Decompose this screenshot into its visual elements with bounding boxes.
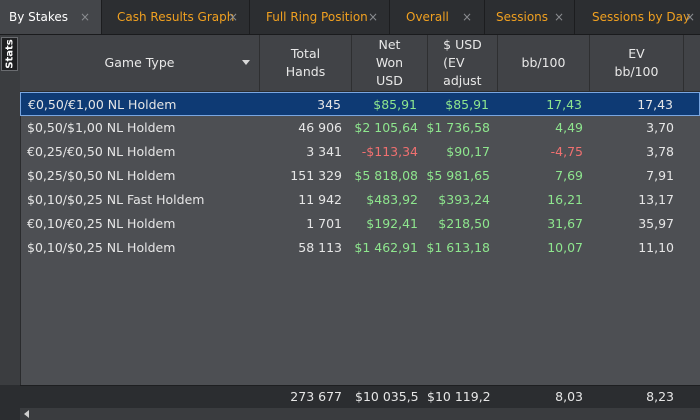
cell-ev-bb100: 35,97	[638, 216, 674, 231]
column-header-bb100[interactable]: bb/100	[498, 35, 590, 91]
column-header-game-type[interactable]: Game Type	[20, 35, 260, 91]
sort-arrow-icon[interactable]	[242, 60, 250, 65]
close-icon[interactable]: ×	[685, 10, 696, 24]
total-ev-bb100: 8,23	[646, 389, 674, 404]
tab-label: Overall	[406, 10, 449, 24]
tab-label: Full Ring Position	[266, 10, 368, 24]
cell-total-hands: 1 701	[306, 216, 342, 231]
column-header-ev-adjusted[interactable]: $ USD (EV adjust	[428, 35, 498, 91]
tab-label: Cash Results Graph	[117, 10, 235, 24]
cell-game-type: €0,50/€1,00 NL Holdem	[28, 97, 177, 112]
cell-net-won: $483,92	[366, 192, 418, 207]
cell-total-hands: 151 329	[290, 168, 342, 183]
table-row[interactable]: €0,50/€1,00 NL Holdem 345 $85,91 $85,91 17,4…	[20, 92, 700, 116]
cell-ev-bb100: 11,10	[638, 240, 674, 255]
cell-net-won: $5 818,08	[354, 168, 418, 183]
cell-total-hands: 3 341	[306, 144, 342, 159]
tab-sessions-by-day[interactable]: Sessions by Day ×	[583, 0, 700, 34]
cell-bb100: 7,69	[555, 168, 583, 183]
table-row[interactable]: €0,10/€0,25 NL Holdem 1 701 $192,41 $218,50…	[20, 212, 700, 236]
column-label: $ USD (EV adjust	[443, 37, 482, 88]
cell-net-won: -$113,34	[361, 144, 418, 159]
tab-cash-results-graph[interactable]: Cash Results Graph ×	[108, 0, 250, 34]
cell-net-won: $85,91	[373, 97, 417, 112]
tab-by-stakes[interactable]: By Stakes ×	[0, 0, 102, 34]
table-row[interactable]: $0,25/$0,50 NL Holdem 151 329 $5 818,08 $5 …	[20, 164, 700, 188]
cell-game-type: €0,25/€0,50 NL Holdem	[27, 144, 176, 159]
column-label: Net Won USD	[375, 37, 404, 88]
total-hands: 273 677	[290, 389, 342, 404]
table-body: €0,50/€1,00 NL Holdem 345 $85,91 $85,91 17,4…	[20, 92, 700, 260]
close-icon[interactable]: ×	[554, 10, 565, 24]
horizontal-scrollbar[interactable]	[20, 408, 700, 420]
cell-total-hands: 58 113	[298, 240, 342, 255]
table-row[interactable]: $0,10/$0,25 NL Fast Holdem 11 942 $483,92 $…	[20, 188, 700, 212]
cell-net-won: $1 462,91	[354, 240, 418, 255]
tab-overall[interactable]: Overall ×	[397, 0, 485, 34]
cell-ev-adjusted: $5 981,65	[426, 168, 490, 183]
column-header-ev-bb100[interactable]: EV bb/100	[590, 35, 684, 91]
cell-ev-bb100: 17,43	[637, 97, 673, 112]
total-ev-adjusted: $10 119,2	[427, 389, 491, 404]
cell-game-type: $0,10/$0,25 NL Fast Holdem	[27, 192, 205, 207]
cell-ev-bb100: 7,91	[646, 168, 674, 183]
cell-net-won: $192,41	[366, 216, 418, 231]
column-label: bb/100	[521, 55, 566, 70]
cell-ev-adjusted: $393,24	[438, 192, 490, 207]
tab-full-ring-position[interactable]: Full Ring Position ×	[257, 0, 390, 34]
total-net-won: $10 035,5	[355, 389, 419, 404]
tab-sessions[interactable]: Sessions ×	[487, 0, 575, 34]
column-header-net-won[interactable]: Net Won USD	[352, 35, 428, 91]
tab-label: Sessions	[496, 10, 549, 24]
column-label: Total Hands	[285, 46, 326, 79]
tab-label: By Stakes	[9, 10, 68, 24]
column-label: EV bb/100	[614, 46, 659, 79]
footer-corner	[0, 385, 20, 420]
cell-bb100: 31,67	[547, 216, 583, 231]
stats-sidebar: Stats	[0, 35, 21, 408]
cell-bb100: 16,21	[547, 192, 583, 207]
cell-bb100: 17,43	[546, 97, 582, 112]
close-icon[interactable]: ×	[462, 10, 473, 24]
cell-bb100: 10,07	[547, 240, 583, 255]
cell-bb100: -4,75	[550, 144, 583, 159]
table-header: Game Type Total Hands Net Won USD $ USD …	[20, 35, 700, 92]
close-icon[interactable]: ×	[228, 10, 239, 24]
tab-bar: By Stakes × Cash Results Graph × Full Ring…	[0, 0, 700, 35]
tab-label: Sessions by Day	[592, 10, 691, 24]
column-label: Game Type	[104, 55, 175, 70]
stats-label: Stats	[4, 39, 15, 69]
cell-ev-adjusted: $90,17	[446, 144, 490, 159]
cell-game-type: $0,25/$0,50 NL Holdem	[27, 168, 176, 183]
cell-game-type: $0,50/$1,00 NL Holdem	[27, 120, 176, 135]
cell-total-hands: 11 942	[298, 192, 342, 207]
cell-ev-bb100: 3,78	[646, 144, 674, 159]
cell-total-hands: 345	[317, 97, 341, 112]
cell-ev-bb100: 13,17	[638, 192, 674, 207]
cell-net-won: $2 105,64	[354, 120, 418, 135]
cell-ev-adjusted: $85,91	[445, 97, 489, 112]
cell-game-type: €0,10/€0,25 NL Holdem	[27, 216, 176, 231]
table-row[interactable]: $0,50/$1,00 NL Holdem 46 906 $2 105,64 $1 7…	[20, 116, 700, 140]
totals-row: 273 677 $10 035,5 $10 119,2 8,03 8,23	[20, 385, 700, 408]
stats-button[interactable]: Stats	[1, 37, 18, 71]
cell-total-hands: 46 906	[298, 120, 342, 135]
cell-game-type: $0,10/$0,25 NL Holdem	[27, 240, 176, 255]
cell-ev-adjusted: $1 613,18	[426, 240, 490, 255]
cell-ev-bb100: 3,70	[646, 120, 674, 135]
column-header-total-hands[interactable]: Total Hands	[260, 35, 352, 91]
table-row[interactable]: $0,10/$0,25 NL Holdem 58 113 $1 462,91 $1 6…	[20, 236, 700, 260]
cell-ev-adjusted: $1 736,58	[426, 120, 490, 135]
table-row[interactable]: €0,25/€0,50 NL Holdem 3 341 -$113,34 $90,17…	[20, 140, 700, 164]
close-icon[interactable]: ×	[368, 10, 379, 24]
scroll-left-arrow-icon[interactable]	[24, 410, 29, 418]
close-icon[interactable]: ×	[80, 10, 91, 24]
cell-ev-adjusted: $218,50	[438, 216, 490, 231]
cell-bb100: 4,49	[555, 120, 583, 135]
total-bb100: 8,03	[555, 389, 583, 404]
